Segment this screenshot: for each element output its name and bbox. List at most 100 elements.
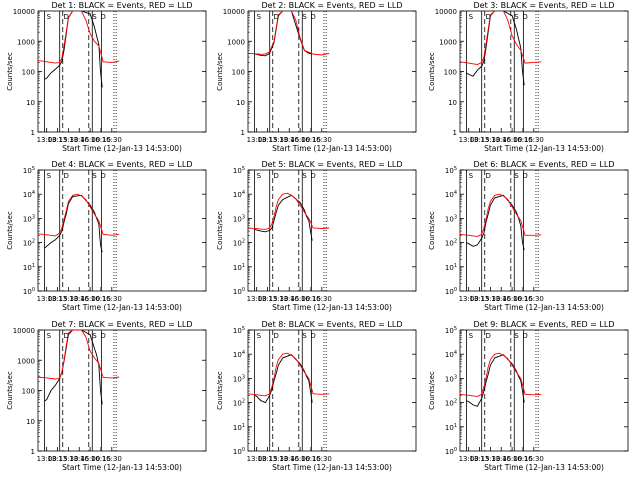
x-axis-label: Start Time (12-Jan-13 14:53:00) [272, 144, 392, 153]
x-tick-label: 13:30 [268, 455, 288, 463]
attenuator-marker: D [522, 13, 527, 21]
y-tick-label: 102 [233, 399, 245, 408]
x-tick-label: 16:30 [312, 455, 332, 463]
x-tick-label: 13:00 [247, 295, 267, 303]
y-tick-label: 102 [445, 399, 457, 408]
y-axis-label: Counts/sec [428, 211, 436, 250]
x-tick-label: 16:00 [290, 136, 310, 144]
y-tick-label: 100 [22, 69, 35, 77]
attenuator-marker: D [274, 172, 279, 180]
x-tick-label: 13:00 [37, 455, 57, 463]
y-axis-label: Counts/sec [216, 211, 224, 250]
y-tick-label: 1 [31, 129, 35, 137]
x-tick-label: 16:00 [80, 136, 100, 144]
series-line-lld [38, 193, 120, 237]
x-tick-label: 16:15 [91, 136, 111, 144]
y-tick-label: 101 [23, 263, 35, 272]
attenuator-marker: S [257, 172, 262, 180]
series-line-lld [460, 11, 542, 65]
y-tick-label: 102 [445, 239, 457, 248]
x-tick-label: 13:45 [279, 136, 299, 144]
chart-title: Det 4: BLACK = Events, RED = LLD [52, 160, 193, 169]
x-tick-label: 16:30 [312, 136, 332, 144]
x-axis-label: Start Time (12-Jan-13 14:53:00) [484, 144, 604, 153]
y-tick-label: 10 [448, 99, 457, 107]
attenuator-marker: D [274, 13, 279, 21]
series-line-lld [248, 11, 330, 56]
x-tick-label: 16:00 [290, 295, 310, 303]
y-tick-label: 1 [241, 129, 245, 137]
y-tick-label: 101 [445, 263, 457, 272]
x-tick-label: 16:15 [513, 295, 533, 303]
x-tick-label: 13:15 [469, 455, 489, 463]
plot-frame [37, 169, 207, 292]
x-axis-label: Start Time (12-Jan-13 14:53:00) [272, 463, 392, 472]
attenuator-marker: D [486, 13, 491, 21]
y-tick-label: 104 [233, 350, 245, 359]
y-tick-label: 1 [31, 448, 35, 456]
x-tick-label: 13:15 [47, 136, 67, 144]
y-axis-label: Counts/sec [216, 371, 224, 410]
x-tick-label: 13:30 [268, 295, 288, 303]
x-tick-label: 13:15 [469, 295, 489, 303]
x-tick-label: 13:15 [469, 136, 489, 144]
series-line-lld [460, 193, 542, 237]
y-tick-label: 102 [23, 239, 35, 248]
attenuator-marker: D [310, 172, 315, 180]
y-tick-label: 10000 [13, 327, 35, 335]
y-tick-label: 10000 [435, 8, 457, 16]
series-line-lld [248, 192, 330, 230]
y-tick-label: 102 [233, 239, 245, 248]
y-tick-label: 104 [445, 350, 457, 359]
y-tick-label: 101 [445, 423, 457, 432]
y-tick-label: 104 [233, 190, 245, 199]
x-tick-label: 16:00 [502, 136, 522, 144]
attenuator-marker: S [47, 13, 52, 21]
x-tick-label: 16:30 [102, 455, 122, 463]
y-tick-label: 10000 [13, 8, 35, 16]
x-tick-label: 16:30 [312, 295, 332, 303]
x-tick-label: 13:30 [58, 455, 78, 463]
x-tick-label: 13:00 [37, 136, 57, 144]
x-tick-label: 16:00 [502, 295, 522, 303]
attenuator-marker: S [514, 13, 519, 21]
y-tick-label: 103 [445, 214, 457, 223]
x-tick-label: 13:15 [257, 295, 277, 303]
series-line-events [254, 354, 313, 404]
x-tick-label: 13:15 [47, 455, 67, 463]
y-axis-label: Counts/sec [428, 371, 436, 410]
plot-frame [37, 329, 207, 452]
x-tick-label: 16:00 [80, 295, 100, 303]
x-axis-label: Start Time (12-Jan-13 14:53:00) [484, 303, 604, 312]
chart-title: Det 3: BLACK = Events, RED = LLD [474, 1, 615, 10]
x-tick-label: 16:15 [513, 455, 533, 463]
attenuator-marker: S [302, 172, 307, 180]
attenuator-marker: D [486, 172, 491, 180]
y-tick-label: 1000 [227, 38, 245, 46]
attenuator-marker: D [64, 332, 69, 340]
attenuator-marker: D [274, 332, 279, 340]
attenuator-marker: S [92, 13, 97, 21]
series-line-lld [248, 352, 330, 397]
attenuator-marker: S [47, 172, 52, 180]
plot-frame [247, 10, 417, 133]
attenuator-marker: S [47, 332, 52, 340]
chart-title: Det 8: BLACK = Events, RED = LLD [262, 320, 403, 329]
x-axis-label: Start Time (12-Jan-13 14:53:00) [62, 144, 182, 153]
series-line-events [466, 11, 525, 86]
plot-frame [37, 10, 207, 133]
x-tick-label: 13:00 [459, 136, 479, 144]
y-tick-label: 105 [233, 326, 245, 335]
x-tick-label: 13:45 [69, 455, 89, 463]
x-tick-label: 16:15 [91, 295, 111, 303]
y-axis-label: Counts/sec [6, 371, 14, 410]
y-tick-label: 100 [22, 388, 35, 396]
y-tick-label: 105 [23, 166, 35, 175]
y-tick-label: 100 [233, 447, 245, 456]
